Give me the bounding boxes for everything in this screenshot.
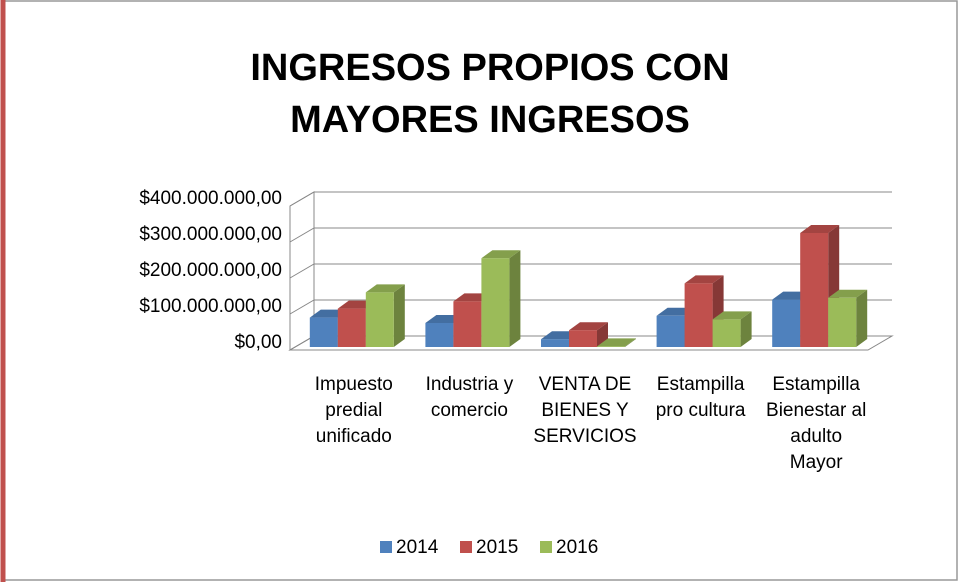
bar-side: [393, 284, 405, 347]
bar-top: [481, 250, 521, 259]
bar-front: [453, 301, 482, 347]
x-tick-label: VENTA DE BIENES Y SERVICIOS: [533, 374, 637, 447]
bar: [597, 338, 636, 347]
bar-front: [309, 317, 338, 347]
bar-side: [625, 338, 636, 347]
x-tick-label: Estampilla pro cultura: [655, 374, 746, 421]
bar-front: [481, 258, 510, 347]
legend-label: 2014: [396, 537, 439, 558]
legend-label: 2015: [476, 537, 518, 558]
bar: [712, 311, 752, 347]
bar-front: [365, 292, 394, 347]
legend-swatch: [540, 541, 552, 553]
grid-line: [289, 191, 892, 207]
legend-swatch: [380, 541, 392, 553]
bar: [365, 284, 405, 347]
chart-title: INGRESOS PROPIOS CON MAYORES INGRESOS: [250, 47, 730, 141]
bar-top: [712, 311, 752, 320]
bar-top: [597, 338, 636, 347]
bar-front: [425, 323, 454, 347]
y-tick-label: $300.000.000,00: [139, 224, 282, 245]
x-tick-label: Impuesto predial unificado: [314, 374, 393, 447]
x-tick-label: Industria y comercio: [425, 374, 514, 421]
bar-front: [800, 233, 829, 347]
y-tick-label: $400.000.000,00: [139, 188, 282, 209]
bar: [481, 250, 521, 347]
y-tick-label: $0,00: [234, 332, 282, 353]
bar-front: [684, 283, 713, 347]
bar-front: [569, 330, 597, 347]
bar-front: [772, 299, 801, 347]
bar-front: [597, 346, 625, 347]
bar-front: [541, 339, 569, 347]
y-tick-label: $100.000.000,00: [139, 296, 282, 317]
bar-top: [684, 275, 724, 284]
bar-side: [856, 289, 868, 347]
legend-label: 2016: [556, 537, 598, 558]
bar: [828, 289, 868, 347]
bar-top: [800, 225, 840, 233]
bar-side: [509, 250, 521, 347]
grid-line: [289, 263, 892, 279]
bar-front: [656, 315, 685, 347]
bar-front: [712, 319, 741, 347]
legend-swatch: [460, 541, 472, 553]
bar-top: [365, 284, 405, 293]
bar-top: [828, 289, 868, 298]
grid-line: [289, 227, 892, 243]
x-tick-label: Estampilla Bienestar al adulto Mayor: [766, 374, 867, 473]
bar-side: [740, 311, 752, 347]
bar-top: [569, 322, 608, 331]
y-tick-label: $200.000.000,00: [139, 260, 282, 281]
bar-front: [828, 297, 857, 347]
bar-front: [337, 308, 366, 347]
